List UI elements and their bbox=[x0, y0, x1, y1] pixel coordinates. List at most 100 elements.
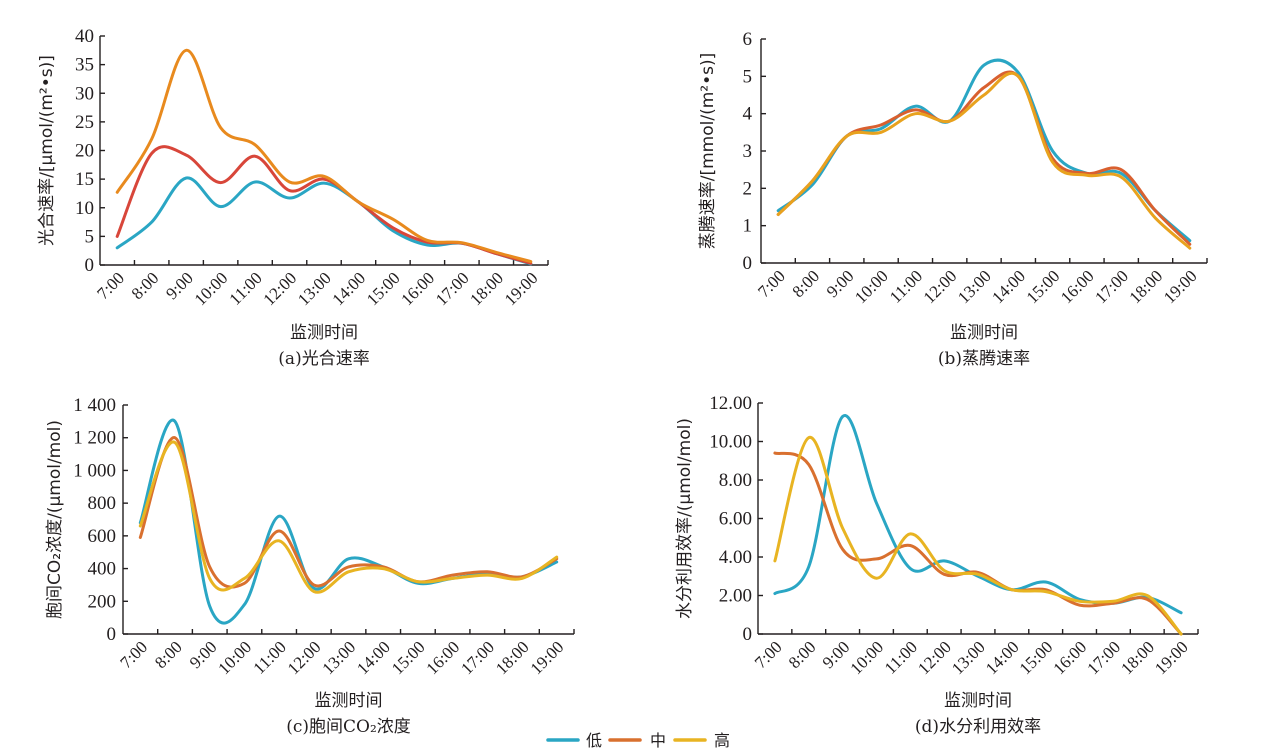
y-tick-label: 30 bbox=[75, 83, 94, 104]
y-tick-label: 20 bbox=[75, 141, 94, 162]
series-high bbox=[138, 440, 559, 594]
series-medium bbox=[138, 436, 559, 589]
x-tick-label: 13:00 bbox=[294, 268, 335, 309]
x-tick-label: 10:00 bbox=[214, 637, 255, 678]
x-tick-label: 12:00 bbox=[284, 637, 325, 678]
y-tick-label: 4 bbox=[743, 104, 753, 125]
series-line-low bbox=[115, 176, 533, 266]
y-tick-label: 4.00 bbox=[719, 547, 752, 568]
x-tick-label: 12:00 bbox=[260, 268, 301, 309]
x-tick-label: 16:00 bbox=[1057, 266, 1098, 307]
series-low bbox=[773, 414, 1183, 615]
y-tick-label: 40 bbox=[75, 26, 94, 47]
x-tick-label: 11:00 bbox=[886, 266, 926, 306]
series-line-medium bbox=[115, 145, 533, 265]
x-tick-label: 13:00 bbox=[319, 637, 360, 678]
x-axis-title: 监测时间 bbox=[315, 691, 383, 711]
y-tick-label: 25 bbox=[75, 112, 94, 133]
y-tick-label: 3 bbox=[743, 141, 753, 162]
x-tick-label: 8:00 bbox=[785, 637, 820, 672]
y-tick-label: 15 bbox=[75, 169, 94, 190]
x-tick-label: 19:00 bbox=[1160, 266, 1201, 307]
x-tick-label: 17:00 bbox=[432, 268, 473, 309]
x-tick-label: 19:00 bbox=[1151, 637, 1192, 678]
x-tick-label: 10:00 bbox=[846, 637, 887, 678]
x-tick-label: 8:00 bbox=[128, 268, 163, 303]
series-line-high bbox=[773, 436, 1183, 636]
series-low bbox=[138, 418, 559, 625]
x-tick-label: 15:00 bbox=[1023, 266, 1064, 307]
y-tick-label: 5 bbox=[743, 66, 753, 87]
series-high bbox=[776, 71, 1192, 250]
x-axis-title: 监测时间 bbox=[944, 691, 1012, 711]
y-tick-label: 200 bbox=[88, 591, 117, 612]
y-tick-label: 0 bbox=[85, 255, 95, 276]
x-tick-label: 19:00 bbox=[501, 268, 542, 309]
legend-label-low: 低 bbox=[586, 731, 602, 750]
legend: 低 中 高 bbox=[546, 731, 730, 750]
series-line-high bbox=[138, 440, 559, 594]
x-tick-label: 18:00 bbox=[1126, 266, 1167, 307]
series-line-medium bbox=[776, 70, 1192, 246]
y-tick-label: 35 bbox=[75, 55, 94, 76]
y-tick-label: 0 bbox=[743, 253, 753, 274]
y-tick-label: 12.00 bbox=[709, 393, 752, 414]
series-high bbox=[115, 48, 533, 264]
chart-caption: (d)水分利用效率 bbox=[915, 717, 1041, 737]
x-tick-label: 19:00 bbox=[527, 637, 568, 678]
series-medium bbox=[776, 70, 1192, 246]
y-axis-title: 光合速率/[μmol/(m²•s)] bbox=[37, 55, 57, 246]
y-axis-title: 胞间CO₂浓度/(μmol/mol) bbox=[45, 420, 65, 619]
series-line-low bbox=[138, 418, 559, 625]
x-tick-label: 11:00 bbox=[250, 637, 290, 677]
x-tick-label: 7:00 bbox=[93, 268, 128, 303]
x-tick-label: 16:00 bbox=[1050, 637, 1091, 678]
y-tick-label: 400 bbox=[88, 559, 117, 580]
x-tick-label: 8:00 bbox=[151, 637, 186, 672]
x-tick-label: 13:00 bbox=[954, 266, 995, 307]
chart-caption: (a)光合速率 bbox=[278, 349, 369, 369]
y-tick-label: 2.00 bbox=[719, 586, 752, 607]
y-tick-label: 0 bbox=[107, 624, 117, 645]
series-line-medium bbox=[138, 436, 559, 589]
legend-label-medium: 中 bbox=[650, 731, 666, 750]
chart-caption: (b)蒸腾速率 bbox=[938, 349, 1030, 369]
series-line-medium bbox=[773, 451, 1183, 636]
x-tick-label: 11:00 bbox=[226, 268, 266, 308]
y-tick-label: 2 bbox=[743, 178, 753, 199]
x-tick-label: 15:00 bbox=[388, 637, 429, 678]
y-tick-label: 1 000 bbox=[73, 460, 116, 481]
x-tick-label: 12:00 bbox=[914, 637, 955, 678]
x-tick-label: 17:00 bbox=[1083, 637, 1124, 678]
x-axis-title: 监测时间 bbox=[290, 323, 358, 343]
y-tick-label: 1 200 bbox=[73, 428, 116, 449]
x-tick-label: 12:00 bbox=[920, 266, 961, 307]
y-tick-label: 1 bbox=[743, 216, 753, 237]
legend-label-high: 高 bbox=[714, 731, 730, 750]
y-tick-label: 8.00 bbox=[719, 470, 752, 491]
x-tick-label: 18:00 bbox=[492, 637, 533, 678]
chart-caption: (c)胞间CO₂浓度 bbox=[286, 717, 411, 737]
y-tick-label: 6 bbox=[743, 29, 753, 50]
y-tick-label: 10.00 bbox=[709, 432, 752, 453]
series-line-high bbox=[115, 48, 533, 264]
x-tick-label: 10:00 bbox=[191, 268, 232, 309]
x-tick-label: 13:00 bbox=[948, 637, 989, 678]
y-axis-title: 水分利用效率/(μmol/mol) bbox=[675, 418, 695, 619]
x-tick-label: 14:00 bbox=[328, 268, 369, 309]
x-tick-label: 7:00 bbox=[751, 637, 786, 672]
x-tick-label: 14:00 bbox=[353, 637, 394, 678]
x-tick-label: 10:00 bbox=[851, 266, 892, 307]
x-tick-label: 16:00 bbox=[423, 637, 464, 678]
y-tick-label: 10 bbox=[75, 198, 94, 219]
y-tick-label: 1 400 bbox=[73, 395, 116, 416]
series-line-low bbox=[773, 414, 1183, 615]
y-tick-label: 6.00 bbox=[719, 509, 752, 530]
y-tick-label: 5 bbox=[85, 226, 95, 247]
x-tick-label: 14:00 bbox=[988, 266, 1029, 307]
series-low bbox=[115, 176, 533, 266]
series-medium bbox=[773, 451, 1183, 636]
y-tick-label: 800 bbox=[88, 493, 117, 514]
